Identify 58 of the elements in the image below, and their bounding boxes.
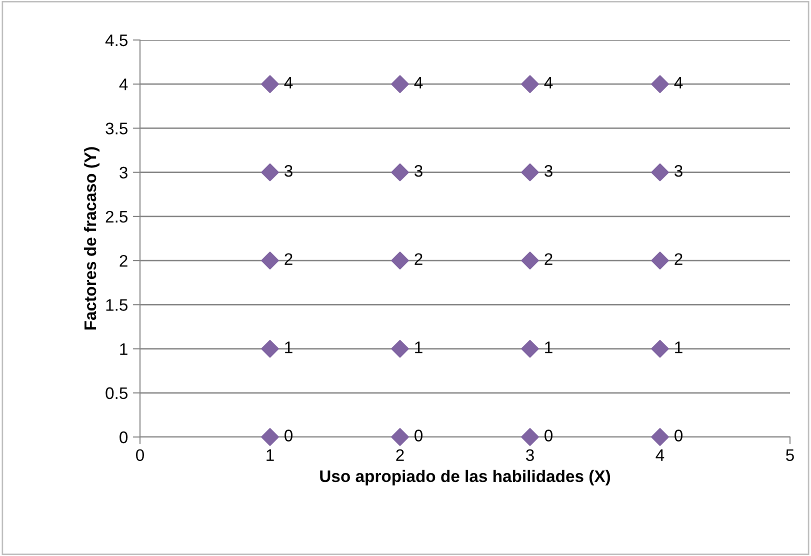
y-tick-label: 3.5: [106, 122, 128, 134]
data-label: 1: [285, 342, 292, 354]
data-label: 0: [674, 430, 683, 442]
y-tick-label: 0.5: [106, 387, 128, 400]
point: [261, 75, 279, 94]
point: [521, 252, 539, 270]
data-label: 2: [674, 253, 682, 265]
data-label: 2: [284, 253, 292, 265]
point: [651, 340, 669, 358]
data-label: 3: [544, 165, 552, 177]
point: [521, 428, 539, 446]
point: [651, 428, 669, 446]
data-label: 0: [544, 430, 553, 442]
point: [391, 75, 409, 94]
data-label: 0: [414, 430, 423, 442]
point: [391, 252, 409, 270]
data-label: 4: [674, 76, 683, 88]
y-tick-label: 2.5: [106, 210, 128, 223]
y-tick-label: 1: [120, 343, 128, 355]
data-label: 3: [674, 165, 682, 177]
point: [521, 163, 539, 182]
x-tick-label: 1: [266, 449, 274, 461]
y-tick-label: 1.5: [106, 299, 128, 311]
point: [261, 428, 279, 446]
point: [261, 252, 279, 270]
point: [651, 163, 669, 182]
point: [521, 75, 539, 94]
point: [261, 163, 279, 182]
x-tick-label: 2: [396, 449, 404, 461]
data-label: 4: [414, 76, 423, 88]
y-tick-label: 4.5: [105, 34, 128, 46]
data-label: 4: [284, 76, 293, 88]
point: [651, 75, 669, 94]
x-tick-label: 5: [786, 449, 794, 462]
data-label: 3: [284, 165, 292, 177]
x-tick-label: 3: [526, 449, 534, 462]
x-tick-label: 0: [136, 449, 144, 462]
point: [651, 252, 669, 270]
y-tick-label: 4: [119, 78, 128, 90]
data-label: 2: [414, 253, 422, 265]
data-label: 1: [675, 342, 682, 354]
data-label: 1: [545, 342, 552, 354]
point: [521, 340, 539, 358]
data-label: 2: [544, 253, 552, 265]
y-tick-label: 3: [120, 166, 128, 179]
point: [391, 428, 409, 446]
data-label: 0: [284, 430, 293, 442]
x-tick-label: 4: [656, 449, 664, 461]
point: [391, 163, 409, 182]
y-tick-label: 2: [120, 254, 128, 267]
x-axis-title: Uso apropiado de las habilidades (X): [320, 470, 610, 486]
data-label: 3: [414, 165, 422, 177]
y-axis-title: Factores de fracaso (Y): [84, 147, 100, 330]
point: [391, 340, 409, 358]
point: [261, 340, 279, 358]
data-label: 4: [544, 76, 553, 88]
y-tick-label: 0: [120, 431, 128, 444]
data-label: 1: [415, 342, 422, 354]
